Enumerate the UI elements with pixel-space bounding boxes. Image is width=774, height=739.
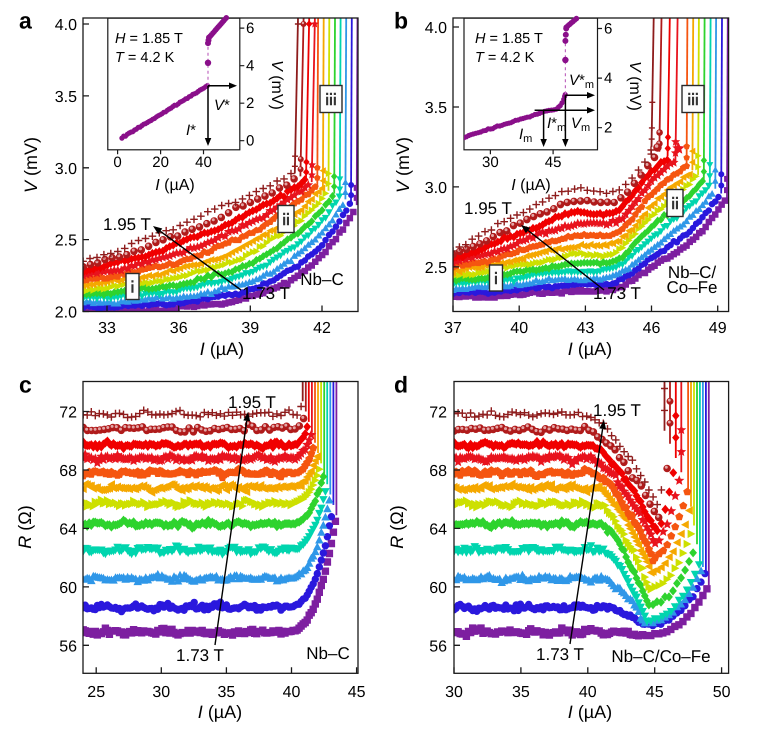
svg-text:V*m: V*m xyxy=(569,72,594,91)
svg-text:56: 56 xyxy=(59,638,77,655)
svg-text:4: 4 xyxy=(246,58,254,75)
svg-text:Nb–C: Nb–C xyxy=(300,270,343,289)
svg-text:30: 30 xyxy=(152,684,170,701)
svg-text:1.95 T: 1.95 T xyxy=(228,393,276,412)
svg-text:56: 56 xyxy=(429,638,447,655)
svg-text:V (mV): V (mV) xyxy=(626,61,643,111)
svg-text:2.5: 2.5 xyxy=(425,260,447,277)
svg-text:3.0: 3.0 xyxy=(55,161,77,178)
svg-text:40: 40 xyxy=(283,684,301,701)
svg-text:60: 60 xyxy=(429,580,447,597)
svg-text:R (Ω): R (Ω) xyxy=(15,505,35,548)
svg-text:V (mV): V (mV) xyxy=(393,137,413,193)
svg-text:68: 68 xyxy=(59,463,77,480)
svg-text:Nb–C/Co–Fe: Nb–C/Co–Fe xyxy=(611,647,710,666)
svg-text:42: 42 xyxy=(313,320,331,337)
svg-text:1.73 T: 1.73 T xyxy=(242,284,290,303)
svg-text:Nb–C/: Nb–C/ xyxy=(668,263,716,282)
svg-text:b: b xyxy=(394,8,408,34)
svg-text:60: 60 xyxy=(59,580,77,597)
svg-text:49: 49 xyxy=(709,320,727,337)
svg-text:40: 40 xyxy=(195,154,212,171)
svg-text:a: a xyxy=(19,8,32,34)
svg-text:I*: I* xyxy=(186,122,196,139)
svg-text:T = 4.2 K: T = 4.2 K xyxy=(115,50,175,66)
svg-text:6: 6 xyxy=(604,21,612,38)
svg-text:2: 2 xyxy=(604,120,612,137)
svg-text:R (Ω): R (Ω) xyxy=(387,505,407,548)
svg-text:64: 64 xyxy=(429,521,447,538)
svg-text:I (µA): I (µA) xyxy=(155,177,194,194)
svg-text:45: 45 xyxy=(348,684,366,701)
svg-text:V (mV): V (mV) xyxy=(268,60,285,110)
svg-text:72: 72 xyxy=(429,405,447,422)
svg-text:30: 30 xyxy=(482,154,499,171)
svg-text:1.73 T: 1.73 T xyxy=(593,284,641,303)
svg-text:I (µA): I (µA) xyxy=(568,702,612,722)
svg-text:I (µA): I (µA) xyxy=(200,339,244,359)
svg-text:68: 68 xyxy=(429,463,447,480)
svg-text:1.73 T: 1.73 T xyxy=(536,645,584,664)
svg-text:72: 72 xyxy=(59,405,77,422)
svg-text:4.0: 4.0 xyxy=(425,20,447,37)
svg-text:Im: Im xyxy=(519,126,532,145)
svg-text:1.95 T: 1.95 T xyxy=(464,199,512,218)
svg-text:I (µA): I (µA) xyxy=(511,177,550,194)
svg-text:3.5: 3.5 xyxy=(55,89,77,106)
svg-text:4: 4 xyxy=(604,70,612,87)
svg-text:1.95 T: 1.95 T xyxy=(103,215,151,234)
svg-text:1.73 T: 1.73 T xyxy=(176,646,224,665)
svg-text:2: 2 xyxy=(246,95,254,112)
svg-text:2.5: 2.5 xyxy=(55,233,77,250)
svg-text:Vm: Vm xyxy=(571,115,590,134)
svg-text:35: 35 xyxy=(218,684,236,701)
svg-text:Co–Fe: Co–Fe xyxy=(666,278,717,297)
svg-text:d: d xyxy=(394,372,408,398)
svg-text:0: 0 xyxy=(246,133,254,150)
svg-text:64: 64 xyxy=(59,521,77,538)
svg-text:H = 1.85 T: H = 1.85 T xyxy=(115,31,183,47)
svg-text:6: 6 xyxy=(246,20,254,37)
svg-text:H = 1.85 T: H = 1.85 T xyxy=(475,31,543,47)
svg-text:30: 30 xyxy=(445,684,463,701)
svg-text:35: 35 xyxy=(512,684,530,701)
svg-text:37: 37 xyxy=(444,320,462,337)
svg-text:45: 45 xyxy=(646,684,664,701)
svg-text:25: 25 xyxy=(87,684,105,701)
svg-text:I (µA): I (µA) xyxy=(198,702,242,722)
svg-text:33: 33 xyxy=(98,320,116,337)
svg-text:40: 40 xyxy=(510,320,528,337)
svg-text:4.0: 4.0 xyxy=(55,17,77,34)
svg-text:20: 20 xyxy=(152,154,169,171)
svg-text:45: 45 xyxy=(545,154,562,171)
svg-text:50: 50 xyxy=(713,684,731,701)
svg-text:V (mV): V (mV) xyxy=(21,137,41,193)
svg-text:T = 4.2 K: T = 4.2 K xyxy=(475,50,535,66)
svg-text:c: c xyxy=(19,372,32,398)
svg-text:1.95 T: 1.95 T xyxy=(593,401,641,420)
svg-text:0: 0 xyxy=(113,154,121,171)
svg-text:36: 36 xyxy=(170,320,188,337)
svg-text:40: 40 xyxy=(579,684,597,701)
svg-text:Nb–C: Nb–C xyxy=(306,644,349,663)
svg-text:3.0: 3.0 xyxy=(425,180,447,197)
svg-text:I (µA): I (µA) xyxy=(568,339,612,359)
svg-text:39: 39 xyxy=(241,320,259,337)
svg-text:46: 46 xyxy=(643,320,661,337)
svg-text:43: 43 xyxy=(577,320,595,337)
svg-text:3.5: 3.5 xyxy=(425,100,447,117)
svg-text:2.0: 2.0 xyxy=(55,305,77,322)
svg-text:V*: V* xyxy=(214,97,230,114)
